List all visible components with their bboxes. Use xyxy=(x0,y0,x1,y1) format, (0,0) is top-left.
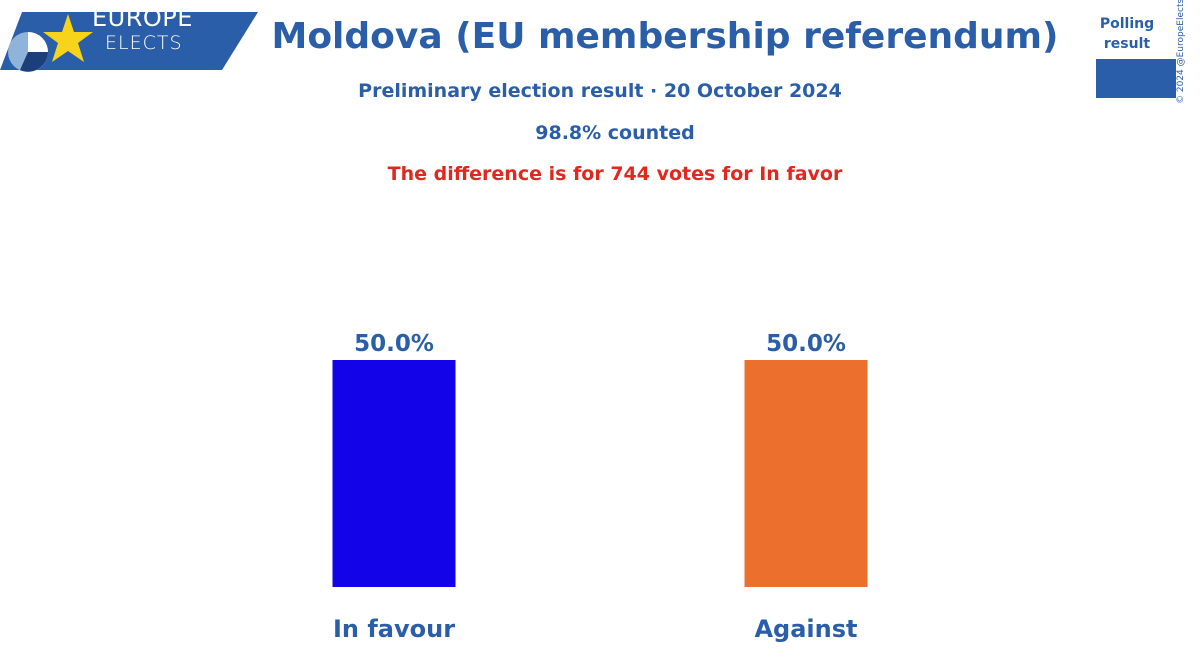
category-label: Against xyxy=(754,615,857,643)
bar-in-favour xyxy=(332,360,456,587)
counted-status: 98.8% counted xyxy=(535,122,695,144)
difference-note: The difference is for 744 votes for In f… xyxy=(387,163,843,185)
logo-wordmark-line2: ELECTS xyxy=(105,32,183,54)
legend-label: Polling result xyxy=(1099,16,1155,52)
chart-subtitle: Preliminary election result · 20 October… xyxy=(358,80,842,102)
category-label: In favour xyxy=(333,615,455,643)
bar-against xyxy=(744,360,868,587)
legend-swatch xyxy=(1096,59,1176,98)
chart-title: Moldova (EU membership referendum) xyxy=(271,16,1059,57)
logo-wordmark-line1: EUROPE xyxy=(92,4,193,32)
bar-value-label: 50.0% xyxy=(766,331,846,357)
europe-elects-logo xyxy=(0,12,258,72)
bar-value-label: 50.0% xyxy=(354,331,434,357)
